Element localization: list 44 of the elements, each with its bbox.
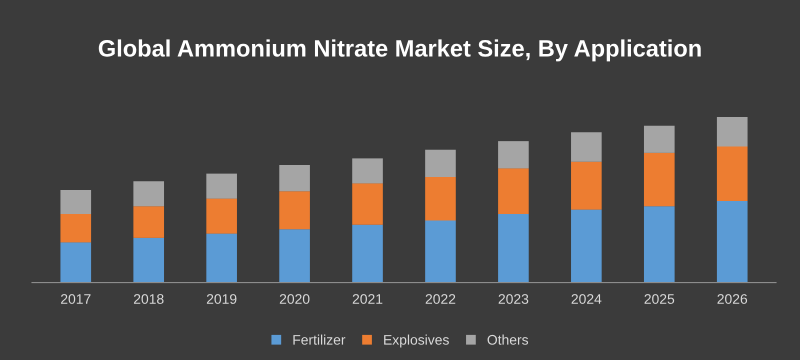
bar (133, 206, 164, 238)
bar (644, 206, 675, 283)
bar (279, 165, 310, 192)
bar (279, 191, 310, 230)
x-tick-label: 2025 (644, 294, 674, 304)
bar (498, 168, 529, 214)
bar (60, 242, 92, 283)
bar (279, 229, 310, 283)
bar (644, 126, 675, 153)
legend-label: Explosives (384, 334, 449, 348)
x-tick-label: 2018 (134, 294, 164, 304)
bar (571, 132, 602, 162)
bar (571, 162, 602, 210)
bar (206, 234, 237, 283)
legend-label: Others (488, 334, 528, 345)
bar (60, 190, 92, 214)
bar (206, 198, 237, 234)
x-tick-label: 2023 (498, 294, 528, 304)
bar (425, 220, 456, 283)
bar (425, 150, 456, 177)
legend-label: Fertilizer (293, 334, 346, 345)
x-tick-label: 2026 (717, 294, 748, 304)
bar (571, 210, 602, 283)
x-tick-label: 2024 (572, 294, 602, 304)
chart-title: Global Ammonium Nitrate Market Size, By Application (98, 39, 701, 62)
bar (498, 214, 529, 283)
bar (352, 224, 383, 283)
bar (352, 158, 383, 184)
bar (498, 141, 529, 168)
bar (644, 152, 675, 206)
x-tick-label: 2022 (426, 294, 456, 304)
bar (133, 181, 164, 206)
bar (206, 174, 237, 199)
x-tick-label: 2020 (280, 294, 310, 304)
bar (133, 238, 164, 283)
bar (716, 117, 748, 146)
x-tick-label: 2021 (352, 294, 382, 304)
x-tick-label: 2019 (206, 294, 236, 304)
bar (352, 183, 383, 225)
bar (60, 214, 92, 242)
bar (425, 176, 456, 220)
bar (716, 146, 748, 201)
x-tick-label: 2017 (61, 294, 91, 304)
bar (716, 200, 748, 283)
